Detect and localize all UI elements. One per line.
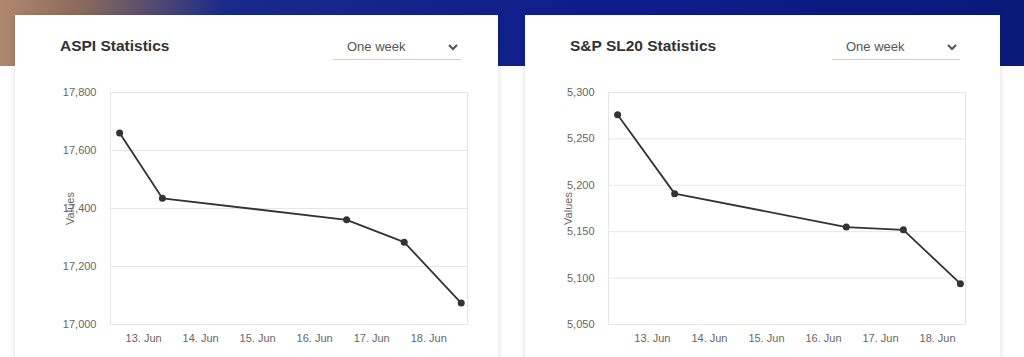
html-text:S&P SL20 Statistics: S&P SL20 Statistics <box>570 37 717 54</box>
svg-text:17,000: 17,000 <box>63 318 97 330</box>
svg-text:16. Jun: 16. Jun <box>805 332 841 344</box>
svg-text:14. Jun: 14. Jun <box>183 332 219 344</box>
svg-text:5,300: 5,300 <box>567 86 595 98</box>
svg-text:15. Jun: 15. Jun <box>240 332 276 344</box>
svg-text:5,100: 5,100 <box>567 272 595 284</box>
svg-text:17,600: 17,600 <box>63 144 97 156</box>
svg-text:17,800: 17,800 <box>63 86 97 98</box>
svg-text:Values: Values <box>562 192 574 225</box>
svg-text:17. Jun: 17. Jun <box>354 332 390 344</box>
svg-text:5,200: 5,200 <box>567 179 595 191</box>
svg-text:5,050: 5,050 <box>567 318 595 330</box>
svg-text:18. Jun: 18. Jun <box>920 332 956 344</box>
svg-text:5,250: 5,250 <box>567 132 595 144</box>
svg-text:15. Jun: 15. Jun <box>748 332 784 344</box>
svg-text:17,400: 17,400 <box>62 202 97 214</box>
svg-text:17,200: 17,200 <box>63 260 97 272</box>
svg-text:5,150: 5,150 <box>567 225 595 237</box>
svg-text:Values: Values <box>64 192 76 225</box>
svg-text:13. Jun: 13. Jun <box>126 332 162 344</box>
svg-text:16. Jun: 16. Jun <box>297 332 333 344</box>
svg-text:18. Jun: 18. Jun <box>411 332 447 344</box>
html-text:ASPI Statistics: ASPI Statistics <box>60 37 170 54</box>
svg-text:14. Jun: 14. Jun <box>691 332 727 344</box>
svg-text:17. Jun: 17. Jun <box>862 332 898 344</box>
svg-text:13. Jun: 13. Jun <box>634 332 670 344</box>
